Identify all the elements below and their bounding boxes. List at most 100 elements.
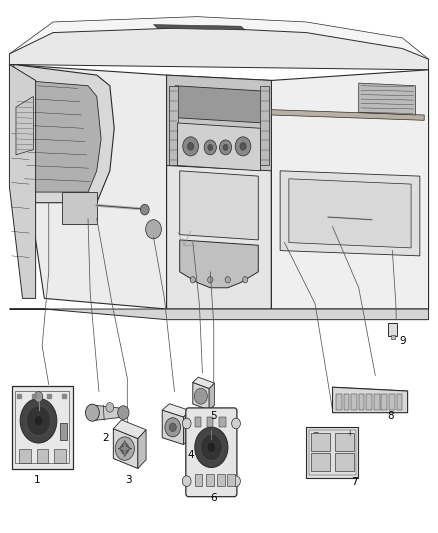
- Polygon shape: [162, 410, 184, 445]
- Text: 8: 8: [387, 411, 394, 422]
- Bar: [207, 417, 213, 427]
- Circle shape: [118, 406, 129, 419]
- Bar: [336, 393, 342, 409]
- Circle shape: [243, 277, 248, 283]
- Bar: [194, 474, 202, 486]
- Polygon shape: [332, 387, 408, 397]
- Polygon shape: [180, 240, 258, 288]
- Text: 1: 1: [34, 475, 40, 485]
- Polygon shape: [184, 411, 191, 445]
- Circle shape: [146, 220, 161, 239]
- Circle shape: [26, 406, 51, 435]
- Circle shape: [204, 140, 216, 155]
- Polygon shape: [153, 25, 245, 30]
- Circle shape: [240, 142, 246, 150]
- Bar: [381, 393, 387, 409]
- Bar: [306, 427, 358, 478]
- Polygon shape: [10, 17, 428, 59]
- Text: −: −: [312, 429, 318, 438]
- Polygon shape: [209, 383, 215, 410]
- FancyBboxPatch shape: [186, 408, 237, 497]
- Polygon shape: [10, 27, 428, 70]
- Polygon shape: [138, 430, 146, 469]
- Circle shape: [183, 137, 198, 156]
- Polygon shape: [62, 192, 97, 224]
- Polygon shape: [177, 123, 261, 171]
- Bar: [343, 393, 349, 409]
- Polygon shape: [272, 70, 428, 309]
- Polygon shape: [10, 64, 166, 309]
- Bar: [396, 393, 402, 409]
- Bar: [19, 449, 31, 463]
- Circle shape: [20, 398, 57, 443]
- Circle shape: [232, 476, 240, 487]
- Text: 7: 7: [351, 477, 358, 487]
- Bar: [60, 423, 67, 440]
- Bar: [15, 391, 69, 463]
- Circle shape: [194, 388, 208, 404]
- Bar: [206, 474, 214, 486]
- Bar: [351, 393, 357, 409]
- Circle shape: [223, 144, 228, 150]
- Polygon shape: [16, 96, 33, 155]
- Bar: [391, 335, 395, 340]
- Polygon shape: [10, 64, 35, 298]
- Polygon shape: [180, 171, 258, 240]
- Polygon shape: [162, 404, 191, 417]
- Circle shape: [34, 392, 43, 402]
- Polygon shape: [14, 64, 114, 203]
- Circle shape: [232, 418, 240, 429]
- Polygon shape: [261, 86, 269, 165]
- Circle shape: [219, 140, 232, 155]
- Text: 6: 6: [210, 492, 217, 503]
- Circle shape: [165, 418, 180, 437]
- Polygon shape: [193, 377, 215, 389]
- Bar: [335, 453, 354, 472]
- Bar: [219, 417, 226, 427]
- Circle shape: [208, 144, 213, 150]
- Circle shape: [201, 434, 222, 461]
- Polygon shape: [166, 75, 272, 309]
- Bar: [366, 393, 372, 409]
- Circle shape: [207, 442, 216, 453]
- Polygon shape: [289, 179, 411, 248]
- Circle shape: [120, 443, 129, 454]
- Text: 4: 4: [188, 450, 194, 460]
- Circle shape: [235, 137, 251, 156]
- Text: 2: 2: [102, 433, 109, 443]
- Circle shape: [34, 415, 43, 426]
- Polygon shape: [169, 86, 177, 165]
- Circle shape: [182, 418, 191, 429]
- Circle shape: [169, 423, 176, 432]
- Bar: [217, 474, 225, 486]
- Bar: [227, 474, 235, 486]
- Circle shape: [182, 476, 191, 487]
- Circle shape: [195, 427, 228, 467]
- Circle shape: [225, 277, 230, 283]
- Polygon shape: [113, 429, 138, 469]
- Circle shape: [85, 404, 99, 421]
- Bar: [54, 449, 66, 463]
- Text: +: +: [346, 429, 352, 438]
- Bar: [359, 393, 364, 409]
- Polygon shape: [332, 387, 408, 413]
- Polygon shape: [113, 420, 146, 439]
- Text: 3: 3: [125, 475, 132, 485]
- Polygon shape: [22, 80, 101, 192]
- Bar: [389, 323, 397, 336]
- Polygon shape: [175, 86, 263, 123]
- Circle shape: [141, 204, 149, 215]
- Bar: [374, 393, 380, 409]
- Bar: [311, 433, 330, 451]
- Polygon shape: [90, 405, 124, 421]
- Circle shape: [208, 277, 213, 283]
- Circle shape: [106, 402, 114, 412]
- Text: 9: 9: [399, 336, 406, 346]
- Bar: [335, 433, 354, 451]
- Bar: [311, 453, 330, 472]
- Polygon shape: [280, 171, 420, 256]
- Bar: [12, 386, 73, 469]
- Polygon shape: [359, 83, 416, 115]
- Polygon shape: [166, 75, 272, 171]
- Bar: [308, 430, 356, 475]
